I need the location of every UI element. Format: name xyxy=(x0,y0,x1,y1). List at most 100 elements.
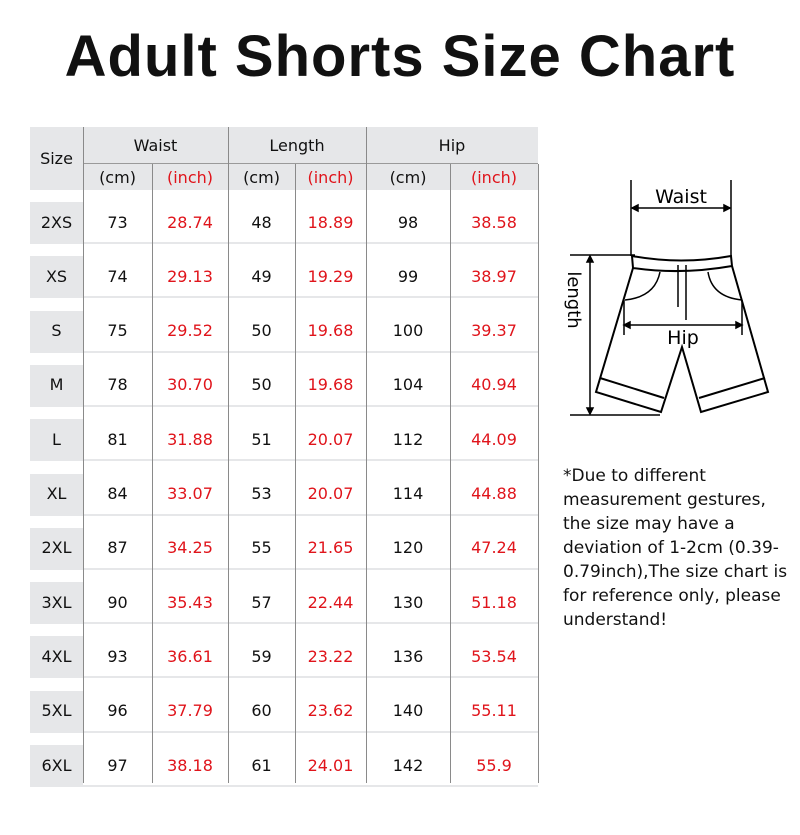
column-divider xyxy=(295,164,296,783)
table-cell: 44.09 xyxy=(471,429,517,449)
table-cell: 104 xyxy=(392,375,424,395)
table-cell: 53.54 xyxy=(471,646,517,666)
table-cell: 50 xyxy=(251,321,272,341)
unit-header: (cm) xyxy=(243,167,280,187)
table-cell: 57 xyxy=(251,592,272,612)
size-cell-bg xyxy=(30,256,83,297)
table-cell: 97 xyxy=(107,755,128,775)
table-cell: 49 xyxy=(251,266,272,286)
table-cell: 24.01 xyxy=(307,755,354,775)
unit-header: (inch) xyxy=(307,167,354,187)
table-cell: 53 xyxy=(251,484,272,503)
table-cell: 142 xyxy=(392,755,424,775)
size-cell-bg xyxy=(30,419,83,460)
table-cell: 61 xyxy=(251,755,272,775)
table-cell: 30.70 xyxy=(167,375,213,395)
size-cell-bg xyxy=(30,364,83,405)
table-cell: 130 xyxy=(392,592,424,612)
group-header-waist: Waist xyxy=(133,135,178,155)
table-cell: 38.58 xyxy=(471,212,517,232)
table-cell: 19.29 xyxy=(307,266,354,286)
column-divider xyxy=(228,127,229,783)
row-divider xyxy=(30,676,538,679)
group-header-hip: Hip xyxy=(438,135,466,155)
table-cell: 136 xyxy=(392,646,424,666)
table-cell: 50 xyxy=(251,375,272,395)
table-cell: 74 xyxy=(107,266,128,286)
size-cell-bg xyxy=(30,310,83,351)
unit-header: (inch) xyxy=(166,167,213,187)
table-cell: 44.88 xyxy=(471,484,517,503)
table-cell: 23.22 xyxy=(307,646,354,666)
table-cell: 90 xyxy=(107,592,128,612)
table-cell: 59 xyxy=(251,646,272,666)
size-label: 2XL xyxy=(41,538,72,558)
column-divider xyxy=(366,127,367,783)
size-label: 4XL xyxy=(41,646,72,666)
table-cell: 84 xyxy=(107,484,128,503)
size-chart-table: Size Waist Length Hip (cm) (inch) (cm) (inch) (c… xyxy=(30,127,539,787)
table-cell: 47.24 xyxy=(471,538,517,558)
size-cell-bg xyxy=(30,690,83,731)
table-cell: 93 xyxy=(107,646,128,666)
table-cell: 55 xyxy=(251,538,272,558)
row-divider xyxy=(30,350,538,353)
table-cell: 20.07 xyxy=(307,429,354,449)
table-cell: 37.79 xyxy=(167,701,213,721)
table-cell: 28.74 xyxy=(167,212,213,232)
row-divider xyxy=(30,242,538,244)
row-divider xyxy=(30,459,538,462)
size-label: S xyxy=(51,321,62,341)
table-cell: 120 xyxy=(392,538,424,558)
table-cell: 40.94 xyxy=(471,375,517,395)
table-cell: 20.07 xyxy=(307,484,354,503)
size-cell-bg xyxy=(30,527,83,568)
size-label: 2XS xyxy=(40,212,73,232)
table-cell: 60 xyxy=(251,701,272,721)
shorts-diagram: Waist Hip length xyxy=(563,180,770,416)
column-divider xyxy=(450,164,451,783)
table-cell: 39.37 xyxy=(471,321,517,341)
size-cell-bg xyxy=(30,582,83,623)
size-label: L xyxy=(52,429,61,449)
table-cell: 55.11 xyxy=(471,701,517,721)
unit-header: (cm) xyxy=(389,167,427,187)
table-cell: 38.18 xyxy=(167,755,213,775)
table-cell: 51.18 xyxy=(471,592,517,612)
table-cell: 33.07 xyxy=(167,484,213,503)
column-divider xyxy=(152,164,153,783)
table-cell: 114 xyxy=(392,484,424,503)
length-label: length xyxy=(563,271,584,328)
table-cell: 34.25 xyxy=(167,538,213,558)
table-cell: 140 xyxy=(392,701,424,721)
size-label: XL xyxy=(46,484,67,503)
table-cell: 29.13 xyxy=(167,266,213,286)
size-cell-bg xyxy=(30,202,83,242)
table-cell: 38.97 xyxy=(471,266,517,286)
hip-label: Hip xyxy=(667,327,699,349)
table-cell: 22.44 xyxy=(307,592,354,612)
row-divider xyxy=(30,404,538,407)
measurement-note: *Due to different measurement gestures, … xyxy=(563,466,788,630)
table-cell: 73 xyxy=(107,212,128,232)
page-title: Adult Shorts Size Chart xyxy=(64,24,736,89)
size-cell-bg xyxy=(30,745,83,785)
row-divider xyxy=(30,296,538,299)
table-cell: 35.43 xyxy=(167,592,213,612)
waist-label: Waist xyxy=(655,186,707,208)
table-cell: 21.65 xyxy=(307,538,354,558)
header-background xyxy=(30,127,538,190)
table-cell: 48 xyxy=(251,212,272,232)
table-cell: 112 xyxy=(392,429,424,449)
row-divider xyxy=(30,730,538,733)
row-divider xyxy=(30,785,538,787)
table-cell: 19.68 xyxy=(307,375,354,395)
table-cell: 31.88 xyxy=(167,429,213,449)
table-cell: 81 xyxy=(107,429,128,449)
size-cell-bg xyxy=(30,473,83,514)
table-cell: 36.61 xyxy=(167,646,213,666)
size-label: XS xyxy=(45,266,68,286)
row-divider xyxy=(30,622,538,625)
table-cell: 29.52 xyxy=(167,321,213,341)
size-label: M xyxy=(49,375,64,395)
